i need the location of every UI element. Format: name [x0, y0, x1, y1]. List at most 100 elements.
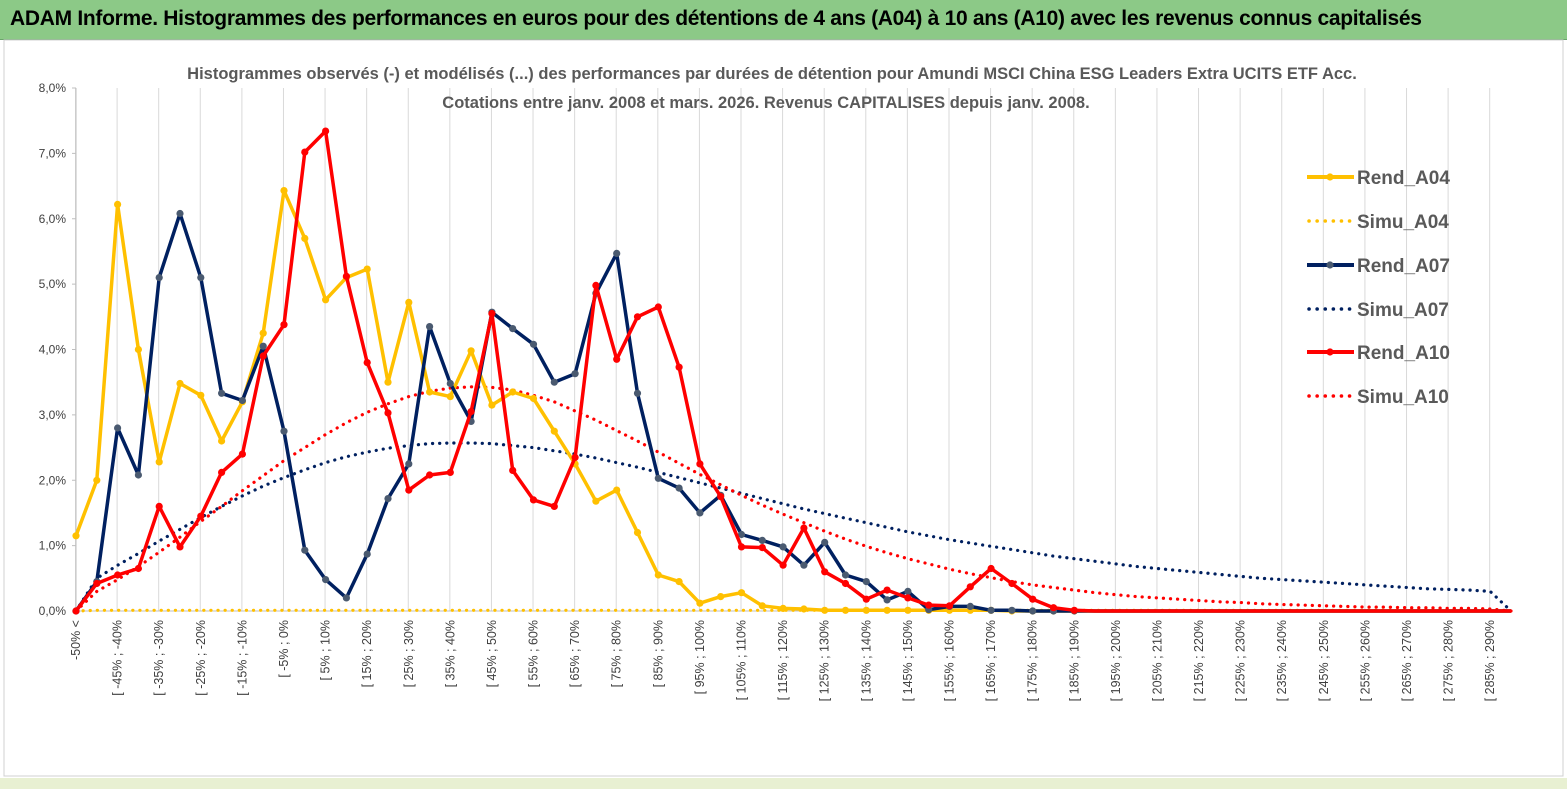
x-tick-label: [ -25% ; -20% — [194, 620, 208, 696]
data-point — [467, 347, 475, 355]
data-point — [114, 200, 122, 208]
chart-area — [3, 39, 1564, 777]
x-tick-label: [ 175% ; 180% — [1026, 620, 1040, 701]
data-point — [925, 601, 933, 609]
data-point — [883, 586, 891, 594]
data-point — [529, 340, 538, 348]
x-tick-label: [ 275% ; 280% — [1442, 620, 1456, 701]
data-point — [1029, 607, 1037, 615]
page-title: ADAM Informe. Histogrammes des performan… — [10, 7, 1422, 30]
data-point — [675, 578, 683, 586]
data-point — [592, 281, 600, 289]
data-point — [176, 209, 184, 218]
data-point — [737, 530, 746, 539]
data-point — [800, 524, 808, 532]
data-point — [322, 127, 330, 135]
data-point — [841, 606, 850, 614]
x-tick-label: [ 165% ; 170% — [984, 620, 998, 701]
data-point — [821, 606, 829, 614]
y-tick-label: 7,0% — [39, 146, 67, 160]
data-point — [301, 546, 309, 554]
data-point — [571, 453, 579, 461]
data-point — [529, 496, 538, 504]
data-point — [426, 471, 434, 479]
data-point — [613, 486, 621, 494]
x-tick-label: [ 185% ; 190% — [1067, 620, 1081, 701]
x-tick-label: [ 95% ; 100% — [693, 620, 707, 694]
legend-entry-Rend_A07: Rend_A07 — [1307, 256, 1450, 277]
data-point — [571, 370, 579, 378]
y-tick-label: 8,0% — [39, 81, 67, 95]
y-tick-label: 3,0% — [39, 408, 67, 422]
data-point — [509, 466, 517, 474]
data-point — [301, 148, 309, 156]
data-point — [384, 378, 392, 386]
legend-marker — [1326, 173, 1334, 181]
chart-title-line-1: Histogrammes observés (-) et modélisés (… — [187, 65, 1357, 83]
data-point — [883, 596, 891, 604]
x-tick-label: [ 55% ; 60% — [527, 620, 541, 687]
data-point — [945, 602, 954, 610]
data-point — [966, 583, 974, 591]
x-tick-label: [ 205% ; 210% — [1150, 620, 1164, 701]
y-tick-label: 0,0% — [39, 604, 67, 618]
x-tick-label: [ -45% ; -40% — [111, 620, 125, 696]
data-point — [1008, 606, 1016, 614]
data-point — [821, 538, 829, 547]
data-point — [488, 401, 496, 409]
x-tick-label: [ 285% ; 290% — [1483, 620, 1497, 701]
x-tick-label: [ 265% ; 270% — [1400, 620, 1414, 701]
y-tick-label: 2,0% — [39, 473, 67, 487]
x-tick-label: [ 65% ; 70% — [568, 620, 582, 687]
data-point — [176, 543, 184, 551]
legend-entry-Rend_A10: Rend_A10 — [1307, 343, 1450, 364]
legend-entry-Simu_A10: Simu_A10 — [1307, 387, 1449, 408]
x-tick-label: [ 155% ; 160% — [942, 620, 956, 701]
data-point — [758, 602, 766, 610]
data-point — [862, 595, 870, 603]
data-point — [446, 468, 454, 476]
data-point — [717, 593, 725, 601]
data-point — [758, 544, 766, 552]
x-tick-label: [ 25% ; 30% — [402, 620, 416, 687]
data-point — [696, 460, 704, 468]
x-tick-label: [ 125% ; 130% — [818, 620, 832, 701]
x-tick-label: [ 245% ; 250% — [1317, 620, 1331, 701]
y-tick-label: 4,0% — [39, 343, 67, 357]
data-point — [426, 323, 434, 331]
legend-label: Rend_A07 — [1357, 256, 1450, 277]
series-line — [74, 129, 1511, 613]
data-point — [405, 298, 413, 306]
data-point — [696, 509, 704, 517]
data-point — [1070, 606, 1078, 614]
legend-label: Simu_A07 — [1357, 300, 1449, 321]
data-point — [197, 512, 205, 520]
data-point — [446, 393, 454, 401]
legend-entry-Simu_A04: Simu_A04 — [1307, 212, 1449, 233]
x-tick-label: [ 215% ; 220% — [1192, 620, 1206, 701]
data-point — [675, 484, 683, 492]
data-point — [342, 594, 350, 602]
data-point — [197, 391, 205, 399]
data-point — [114, 424, 122, 432]
data-point — [841, 579, 850, 588]
data-point — [218, 389, 226, 397]
series-layer — [72, 127, 1513, 615]
data-point — [529, 394, 538, 403]
data-point — [342, 272, 350, 280]
x-tick-label: [ 115% ; 120% — [776, 620, 790, 700]
legend-label: Simu_A10 — [1357, 387, 1449, 408]
x-tick-label: [ 85% ; 90% — [651, 620, 665, 687]
data-point — [155, 502, 163, 510]
data-point — [72, 532, 80, 540]
x-tick-label: [ 135% ; 140% — [859, 620, 873, 701]
data-point — [322, 296, 330, 304]
data-point — [363, 359, 371, 367]
legend-label: Rend_A04 — [1357, 168, 1450, 189]
data-point — [363, 550, 371, 558]
data-point — [405, 460, 413, 468]
data-point — [509, 325, 517, 333]
data-point — [717, 493, 725, 501]
data-point — [72, 607, 80, 615]
y-tick-label: 1,0% — [39, 539, 67, 553]
